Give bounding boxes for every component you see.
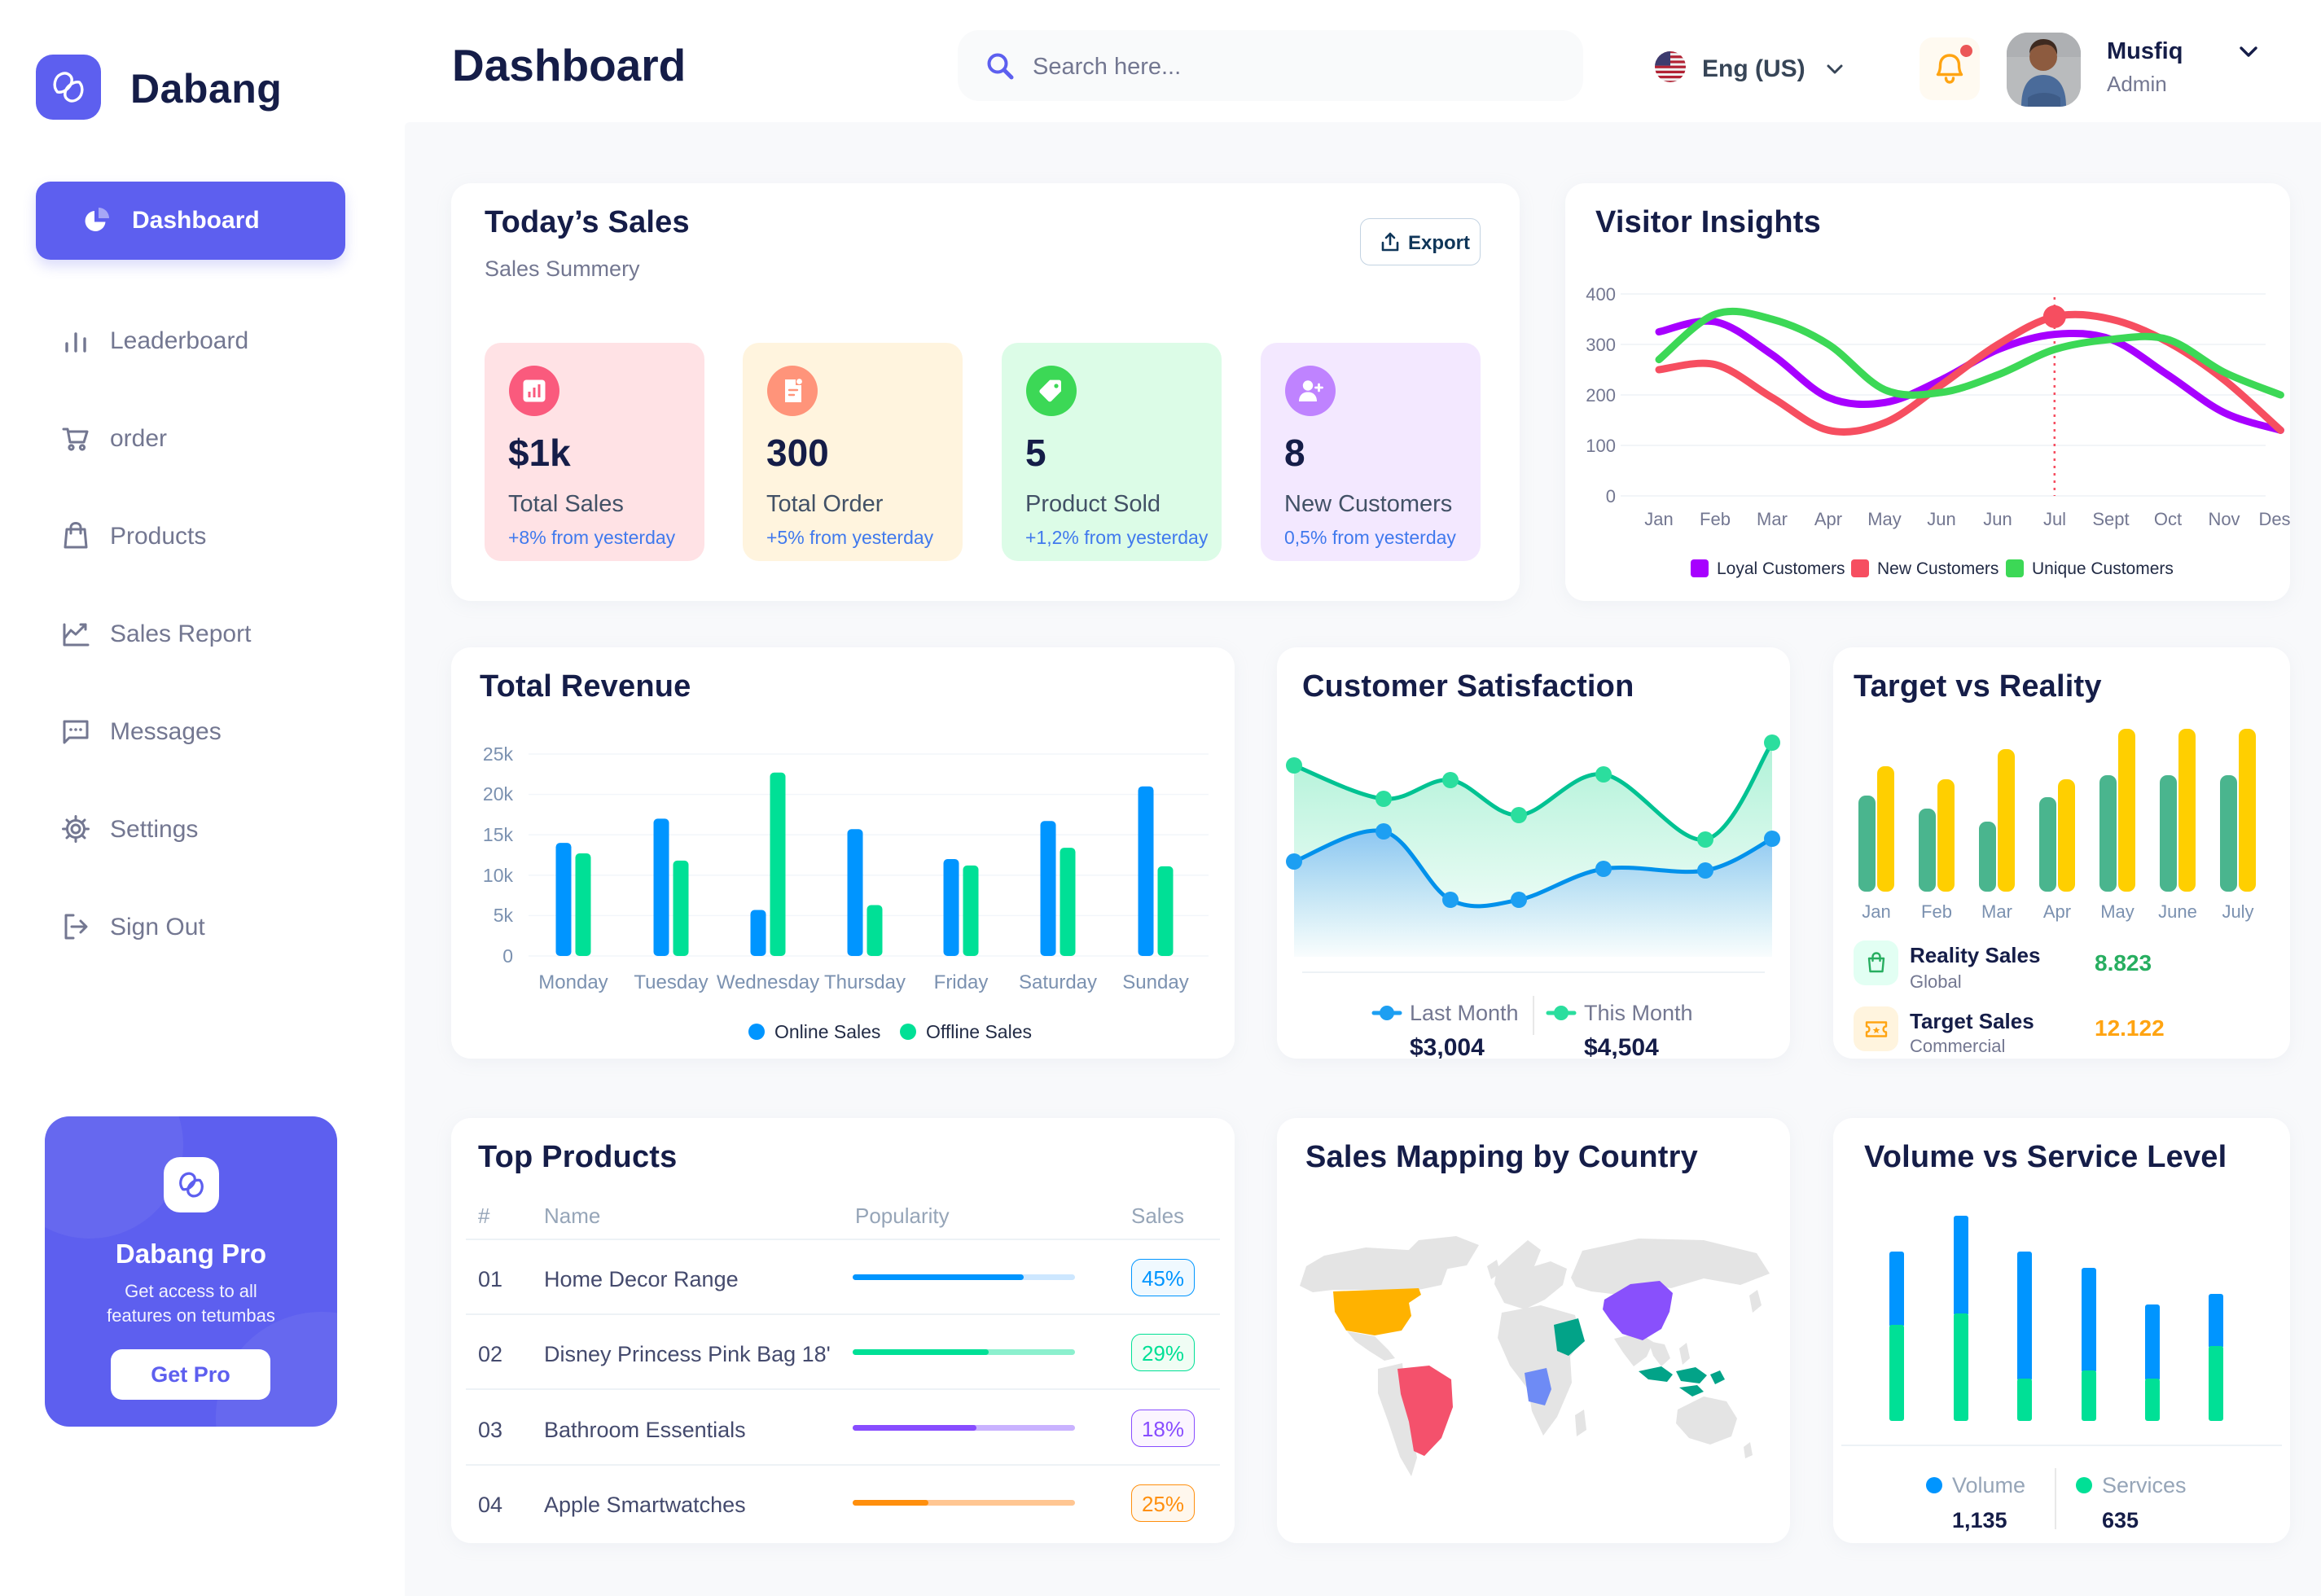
svg-text:$4,504: $4,504 bbox=[1584, 1034, 1659, 1059]
svg-text:Thursday: Thursday bbox=[824, 971, 906, 993]
svg-text:Services: Services bbox=[2102, 1473, 2187, 1497]
svg-text:New Customers: New Customers bbox=[1877, 559, 1999, 578]
svg-text:Oct: Oct bbox=[2154, 509, 2182, 529]
svg-text:Sept: Sept bbox=[2092, 509, 2129, 529]
svg-text:Sunday: Sunday bbox=[1122, 971, 1188, 993]
svg-text:Jun: Jun bbox=[1983, 509, 2012, 529]
svg-text:25k: 25k bbox=[483, 743, 514, 765]
svg-text:Jan: Jan bbox=[1862, 901, 1890, 922]
svg-text:635: 635 bbox=[2102, 1508, 2139, 1532]
svg-text:Offline Sales: Offline Sales bbox=[926, 1021, 1032, 1042]
svg-text:Mar: Mar bbox=[1757, 509, 1788, 529]
svg-text:Apr: Apr bbox=[2043, 901, 2071, 922]
svg-text:Jun: Jun bbox=[1927, 509, 1955, 529]
svg-text:200: 200 bbox=[1586, 385, 1616, 406]
svg-text:Volume: Volume bbox=[1952, 1473, 2025, 1497]
svg-text:400: 400 bbox=[1586, 284, 1616, 305]
svg-text:Jan: Jan bbox=[1644, 509, 1673, 529]
svg-text:1,135: 1,135 bbox=[1952, 1508, 2007, 1532]
svg-text:Friday: Friday bbox=[934, 971, 989, 993]
svg-text:July: July bbox=[2222, 901, 2253, 922]
svg-text:Nov: Nov bbox=[2208, 509, 2240, 529]
svg-text:Mar: Mar bbox=[1981, 901, 2012, 922]
svg-text:Tuesday: Tuesday bbox=[634, 971, 708, 993]
svg-text:20k: 20k bbox=[483, 783, 514, 805]
svg-text:300: 300 bbox=[1586, 335, 1616, 355]
svg-text:Monday: Monday bbox=[538, 971, 608, 993]
svg-text:Wednesday: Wednesday bbox=[717, 971, 819, 993]
svg-text:0: 0 bbox=[502, 945, 513, 967]
svg-text:Feb: Feb bbox=[1921, 901, 1952, 922]
svg-text:$3,004: $3,004 bbox=[1410, 1034, 1485, 1059]
svg-text:May: May bbox=[1867, 509, 1902, 529]
svg-text:This Month: This Month bbox=[1584, 1001, 1693, 1025]
svg-text:Des: Des bbox=[2258, 509, 2290, 529]
svg-text:Loyal Customers: Loyal Customers bbox=[1717, 559, 1845, 578]
svg-text:Saturday: Saturday bbox=[1019, 971, 1097, 993]
svg-text:Unique Customers: Unique Customers bbox=[2032, 559, 2174, 578]
svg-text:June: June bbox=[2158, 901, 2197, 922]
svg-text:May: May bbox=[2100, 901, 2135, 922]
svg-text:Online Sales: Online Sales bbox=[774, 1021, 880, 1042]
svg-text:Apr: Apr bbox=[1814, 509, 1842, 529]
svg-text:15k: 15k bbox=[483, 824, 514, 845]
svg-text:5k: 5k bbox=[494, 905, 514, 926]
svg-text:Last Month: Last Month bbox=[1410, 1001, 1519, 1025]
svg-text:Feb: Feb bbox=[1700, 509, 1731, 529]
svg-text:0: 0 bbox=[1606, 486, 1616, 506]
svg-text:Jul: Jul bbox=[2043, 509, 2066, 529]
svg-text:10k: 10k bbox=[483, 865, 514, 886]
svg-text:100: 100 bbox=[1586, 436, 1616, 456]
